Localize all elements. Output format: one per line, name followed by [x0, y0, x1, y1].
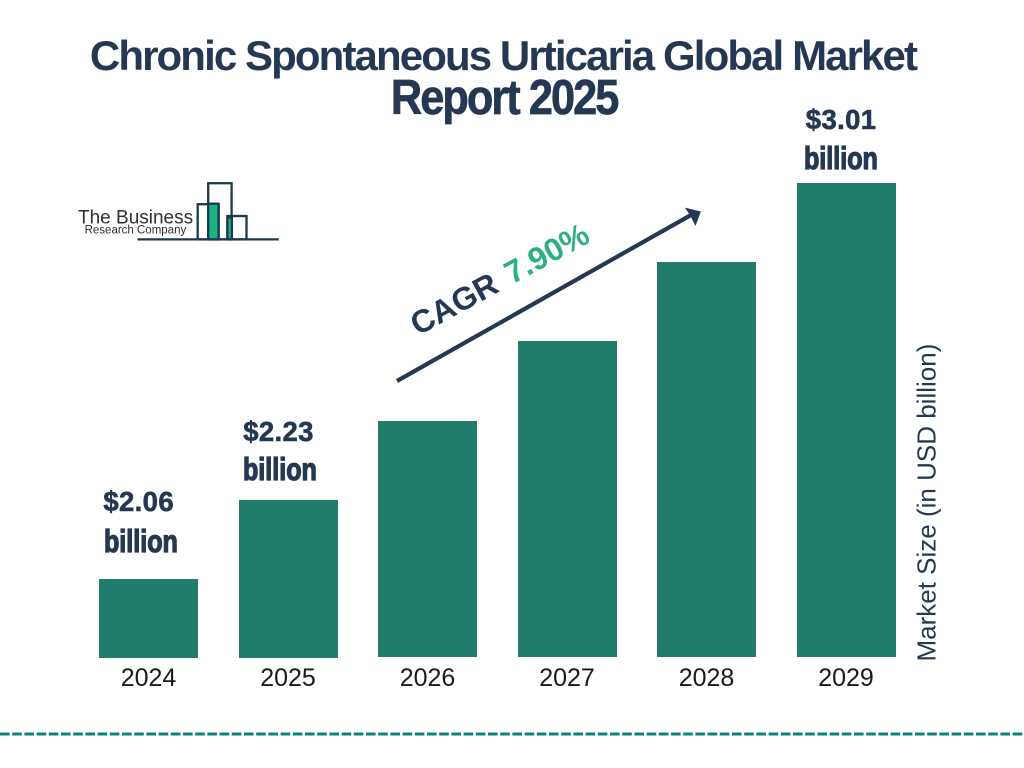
svg-text:Market Size (in USD billion): Market Size (in USD billion) — [912, 344, 942, 662]
svg-text:The Business: The Business — [78, 207, 193, 228]
svg-text:Research Company: Research Company — [85, 224, 187, 236]
